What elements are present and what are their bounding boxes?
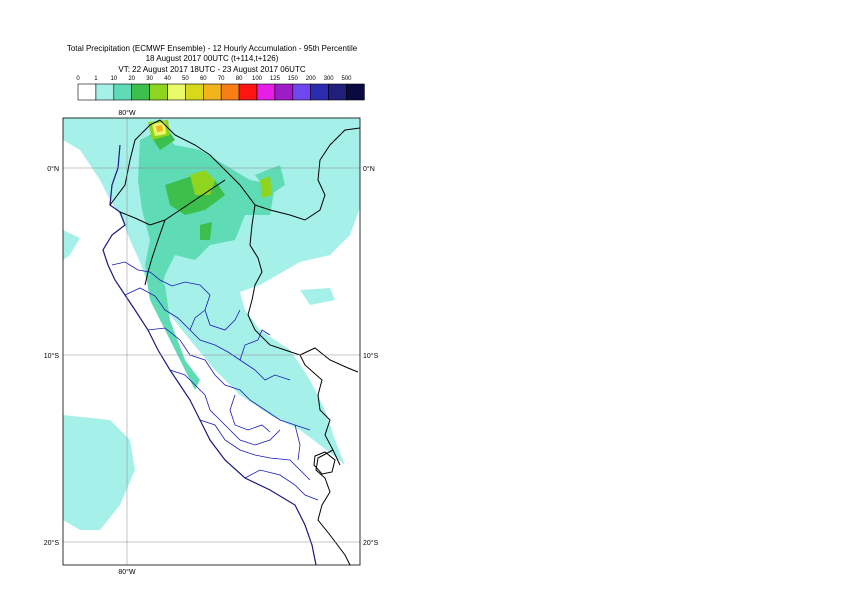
lat-label-0-right: 0°N bbox=[363, 165, 375, 173]
base-time: 18 August 2017 00UTC (t+114,t+126) bbox=[145, 54, 279, 63]
precip-area-1-10mm bbox=[300, 288, 335, 305]
legend-threshold-label: 200 bbox=[306, 76, 317, 82]
lat-label-20s-left: 20°S bbox=[44, 539, 60, 547]
province-border bbox=[111, 261, 241, 331]
precip-area-30-40mm bbox=[260, 176, 272, 198]
province-border bbox=[147, 327, 311, 431]
lat-label-20s-right: 20°S bbox=[363, 539, 379, 547]
legend-threshold-label: 0 bbox=[76, 76, 80, 82]
legend-threshold-label: 70 bbox=[218, 76, 225, 82]
province-border bbox=[294, 424, 301, 461]
province-border bbox=[169, 369, 281, 446]
precip-area-20-30mm bbox=[200, 222, 212, 240]
province-border bbox=[229, 394, 271, 433]
lon-label-top: 80°W bbox=[118, 109, 136, 117]
province-border bbox=[199, 419, 311, 481]
legend-threshold-label: 300 bbox=[324, 76, 335, 82]
map-frame bbox=[62, 117, 361, 566]
lat-label-0-left: 0°N bbox=[47, 165, 59, 173]
graticule bbox=[63, 118, 360, 565]
legend-threshold-label: 50 bbox=[182, 76, 189, 82]
legend-threshold-label: 10 bbox=[110, 76, 117, 82]
valid-time: VT: 22 August 2017 18UTC - 23 August 201… bbox=[118, 65, 306, 74]
precip-area-1-10mm bbox=[63, 230, 80, 260]
precip-area-10-20mm bbox=[138, 130, 275, 300]
color-scale-legend: 0 1 10 20 30 40 50 60 70 80 100 125 150 200 300 500 bbox=[76, 76, 365, 101]
lat-label-10s-left: 10°S bbox=[44, 352, 60, 360]
precip-area-60-70mm bbox=[156, 125, 163, 132]
country-border bbox=[247, 204, 341, 466]
precip-area-30-40mm bbox=[190, 170, 215, 195]
precip-area-1-10mm bbox=[63, 415, 135, 530]
country-border bbox=[159, 119, 360, 221]
lake-titicaca bbox=[313, 451, 336, 475]
legend-swatch bbox=[346, 83, 365, 101]
country-border bbox=[315, 449, 351, 565]
legend-threshold-label: 60 bbox=[200, 76, 207, 82]
legend-threshold-label: 100 bbox=[252, 76, 263, 82]
precip-area-10-20mm bbox=[145, 270, 200, 390]
country-border bbox=[144, 219, 166, 286]
province-border bbox=[124, 287, 291, 381]
legend-threshold-label: 30 bbox=[146, 76, 153, 82]
country-border bbox=[119, 179, 226, 226]
legend-threshold-label: 1 bbox=[94, 76, 98, 82]
lat-label-10s-right: 10°S bbox=[363, 352, 379, 360]
legend-threshold-label: 500 bbox=[341, 76, 352, 82]
map-title: Total Precipitation (ECMWF Ensemble) - 1… bbox=[66, 44, 358, 53]
legend-threshold-label: 150 bbox=[288, 76, 299, 82]
legend-threshold-label: 20 bbox=[128, 76, 135, 82]
country-border bbox=[109, 119, 161, 206]
legend-threshold-label: 80 bbox=[236, 76, 243, 82]
lon-label-bottom: 80°W bbox=[118, 568, 136, 576]
coastline bbox=[102, 144, 317, 565]
legend-threshold-label: 125 bbox=[270, 76, 281, 82]
country-border bbox=[299, 347, 359, 373]
legend-threshold-label: 40 bbox=[164, 76, 171, 82]
province-border bbox=[189, 309, 206, 331]
province-border bbox=[239, 329, 271, 361]
province-border bbox=[244, 469, 319, 501]
